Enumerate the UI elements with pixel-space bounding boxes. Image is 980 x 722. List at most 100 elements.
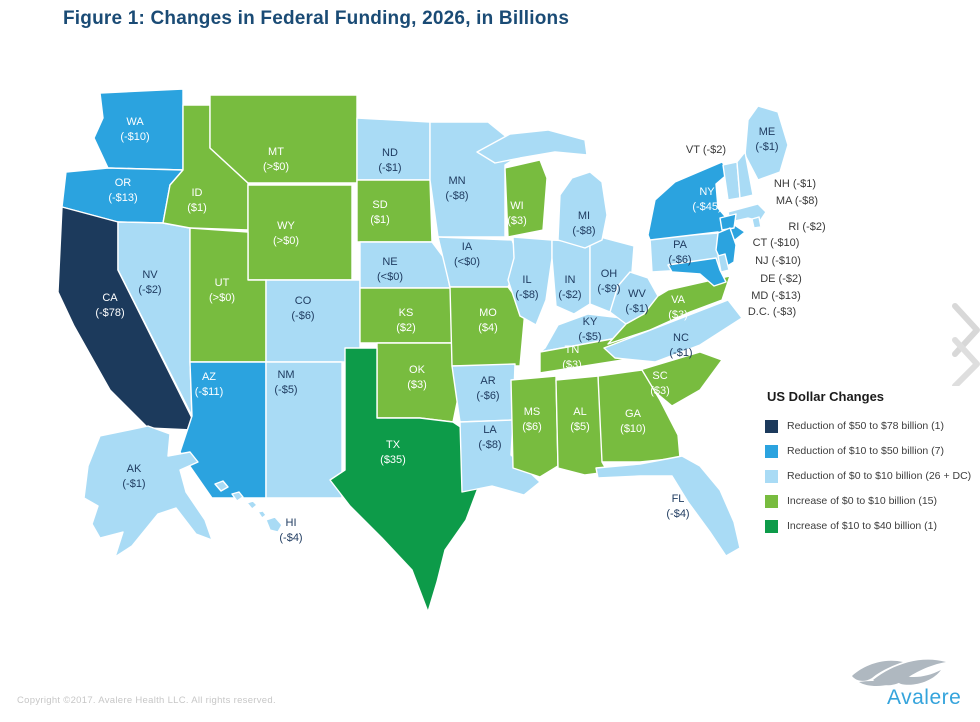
legend-item: Reduction of $10 to $50 billion (7) xyxy=(765,444,980,458)
state-label-de: DE (-$2) xyxy=(760,273,802,285)
next-arrow-icon[interactable] xyxy=(951,302,980,386)
logo-swoosh-icon xyxy=(852,659,946,687)
state-label-wv: WV (-$1) xyxy=(625,288,648,315)
state-label-dc: D.C. (-$3) xyxy=(748,306,796,318)
state-label-ky: KY (-$5) xyxy=(578,316,601,343)
state-label-ca: CA (-$78) xyxy=(95,292,124,319)
avalere-logo: Avalere xyxy=(845,652,977,714)
state-label-tn: TN ($3) xyxy=(562,344,582,371)
state-label-hi: HI (-$4) xyxy=(279,517,302,544)
state-label-nd: ND (-$1) xyxy=(378,147,401,174)
state-label-oh: OH (-$9) xyxy=(597,268,620,295)
legend-item-label: Increase of $0 to $10 billion (15) xyxy=(787,495,938,507)
legend-title: US Dollar Changes xyxy=(767,389,885,404)
logo-wordmark: Avalere xyxy=(887,686,962,709)
state-label-co: CO (-$6) xyxy=(291,295,314,322)
state-shape-mo xyxy=(449,286,526,367)
state-label-ar: AR (-$6) xyxy=(476,375,499,402)
state-shape-az xyxy=(179,361,267,499)
state-label-fl: FL (-$4) xyxy=(666,493,689,520)
legend-swatch-icon xyxy=(765,444,778,458)
page-title: Figure 1: Changes in Federal Funding, 20… xyxy=(63,8,570,29)
legend-items: Reduction of $50 to $78 billion (1) Reduc… xyxy=(765,419,980,533)
state-label-pa: PA (-$6) xyxy=(668,239,691,266)
state-label-mt: MT (>$0) xyxy=(263,146,289,173)
state-label-il: IL (-$8) xyxy=(515,274,538,301)
state-shape-hi xyxy=(214,480,283,533)
legend-item: Reduction of $0 to $10 billion (26 + DC) xyxy=(765,469,980,483)
state-label-ks: KS ($2) xyxy=(396,307,416,334)
state-shape-nh xyxy=(736,151,754,199)
state-label-ak: AK (-$1) xyxy=(122,463,145,490)
copyright-note: Copyright ©2017. Avalere Health LLC. All… xyxy=(17,695,276,706)
state-shape-ga xyxy=(597,369,681,463)
legend-swatch-icon xyxy=(765,519,778,533)
state-shape-wy xyxy=(247,184,353,281)
state-shape-ne xyxy=(359,241,451,289)
state-label-nj: NJ (-$10) xyxy=(755,255,801,267)
state-label-mi: MI (-$8) xyxy=(572,210,595,237)
state-label-sc: SC ($3) xyxy=(650,370,670,397)
state-label-mn: MN (-$8) xyxy=(445,175,468,202)
state-label-md: MD (-$13) xyxy=(751,290,801,302)
state-label-nm: NM (-$5) xyxy=(274,369,297,396)
legend: US Dollar Changes Reduction of $50 to $7… xyxy=(765,389,980,544)
state-shape-ct xyxy=(719,213,737,231)
state-label-ri: RI (-$2) xyxy=(788,221,825,233)
state-shape-tx xyxy=(329,347,479,613)
state-label-sd: SD ($1) xyxy=(370,199,390,226)
state-shape-wa xyxy=(93,88,184,171)
legend-item-label: Reduction of $50 to $78 billion (1) xyxy=(787,420,945,432)
state-label-wy: WY (>$0) xyxy=(273,220,299,247)
state-label-ga: GA ($10) xyxy=(620,408,646,435)
state-shape-wi xyxy=(504,159,548,238)
state-label-ia: IA (<$0) xyxy=(454,241,480,268)
state-label-ma: MA (-$8) xyxy=(776,195,818,207)
state-label-vt: VT (-$2) xyxy=(686,144,726,156)
state-shape-mi xyxy=(476,129,608,249)
state-shape-de xyxy=(717,253,730,273)
legend-item-label: Reduction of $0 to $10 billion (26 + DC) xyxy=(787,470,972,482)
state-label-ny: NY (-$45) xyxy=(692,186,721,213)
legend-swatch-icon xyxy=(765,419,778,433)
state-shape-md xyxy=(667,257,727,287)
legend-item: Increase of $0 to $10 billion (15) xyxy=(765,494,980,508)
state-label-ne: NE (<$0) xyxy=(377,256,403,283)
state-label-mo: MO ($4) xyxy=(478,307,498,334)
state-label-ok: OK ($3) xyxy=(407,364,427,391)
state-label-va: VA ($3) xyxy=(668,294,688,321)
legend-swatch-icon xyxy=(765,494,778,508)
state-shape-nc xyxy=(603,299,743,363)
state-shape-mt xyxy=(209,94,358,184)
state-shape-ak xyxy=(83,425,213,558)
state-label-or: OR (-$13) xyxy=(108,177,137,204)
state-label-wa: WA (-$10) xyxy=(120,116,149,143)
state-shape-nm xyxy=(265,361,343,499)
state-label-ut: UT (>$0) xyxy=(209,277,235,304)
state-shape-ms xyxy=(510,375,559,478)
state-label-ct: CT (-$10) xyxy=(753,237,800,249)
state-shape-sd xyxy=(356,179,433,243)
legend-item-label: Reduction of $10 to $50 billion (7) xyxy=(787,445,945,457)
state-label-al: AL ($5) xyxy=(570,406,590,433)
state-label-ms: MS ($6) xyxy=(522,406,542,433)
state-shape-me xyxy=(744,105,789,181)
state-shape-fl xyxy=(595,455,741,557)
state-shape-va xyxy=(607,275,731,345)
state-label-in: IN (-$2) xyxy=(558,274,581,301)
legend-item: Reduction of $50 to $78 billion (1) xyxy=(765,419,980,433)
legend-item: Increase of $10 to $40 billion (1) xyxy=(765,519,980,533)
legend-item-label: Increase of $10 to $40 billion (1) xyxy=(787,520,938,532)
state-shape-ri xyxy=(751,216,762,229)
state-label-me: ME (-$1) xyxy=(755,126,778,153)
state-label-id: ID ($1) xyxy=(187,187,207,214)
state-label-tx: TX ($35) xyxy=(380,439,406,466)
state-label-az: AZ (-$11) xyxy=(195,371,224,398)
state-label-nv: NV (-$2) xyxy=(138,269,161,296)
legend-swatch-icon xyxy=(765,469,778,483)
state-label-nh: NH (-$1) xyxy=(774,178,816,190)
state-label-la: LA (-$8) xyxy=(478,424,501,451)
state-label-wi: WI ($3) xyxy=(507,200,527,227)
